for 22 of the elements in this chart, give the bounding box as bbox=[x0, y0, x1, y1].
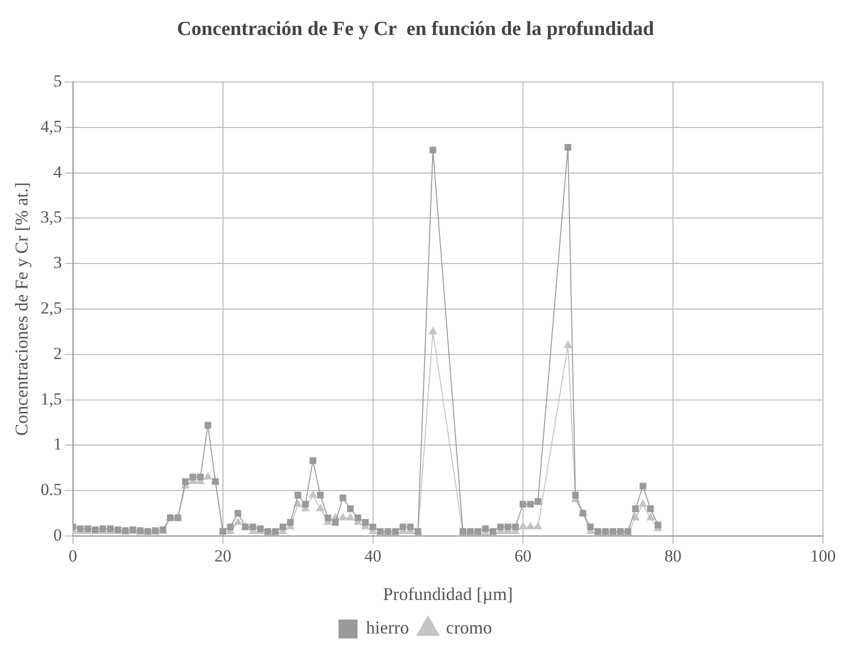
y-tick-label: 0 bbox=[53, 525, 62, 544]
legend-label: cromo bbox=[446, 618, 492, 638]
x-tick-label: 60 bbox=[514, 546, 532, 566]
y-tick-label: 2,5 bbox=[40, 298, 62, 318]
x-tick-label: 0 bbox=[68, 546, 78, 566]
x-axis-title: Profundidad [µm] bbox=[382, 584, 513, 604]
y-tick-label: 3 bbox=[53, 253, 62, 272]
x-tick-label: 80 bbox=[664, 546, 682, 566]
y-tick-label: 0.5 bbox=[40, 480, 62, 500]
y-tick-label: 4 bbox=[53, 162, 62, 182]
y-tick-label: 1,5 bbox=[40, 389, 62, 408]
y-tick-label: 4,5 bbox=[40, 116, 62, 136]
chart-title: Concentración de Fe y Cr en función de la profundidad bbox=[176, 18, 654, 40]
y-tick-label: 5 bbox=[53, 71, 62, 90]
x-tick-label: 20 bbox=[214, 546, 232, 566]
legend-label: hierro bbox=[366, 618, 410, 638]
y-tick-label: 1 bbox=[53, 434, 62, 454]
y-axis-title: Concentraciones de Fe y Cr [% at.] bbox=[12, 182, 32, 436]
x-tick-label: 100 bbox=[810, 546, 836, 566]
y-tick-label: 2 bbox=[53, 344, 62, 363]
y-tick-label: 3,5 bbox=[40, 208, 62, 227]
x-tick-label: 40 bbox=[364, 546, 382, 566]
